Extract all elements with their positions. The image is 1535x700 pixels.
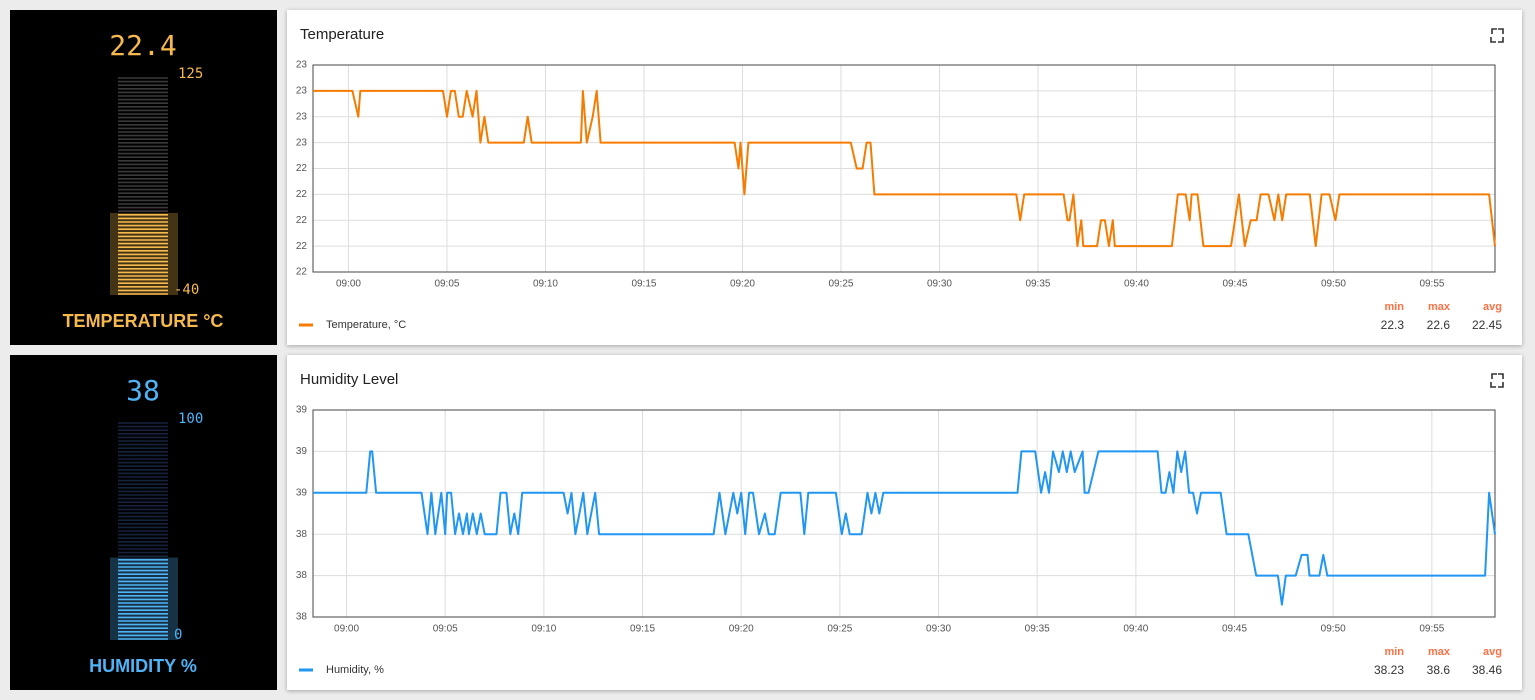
y-tick-label: 22 bbox=[296, 189, 308, 200]
y-tick-label: 22 bbox=[296, 163, 308, 174]
stat-value: 38.6 bbox=[1427, 663, 1451, 677]
x-tick-label: 09:50 bbox=[1321, 624, 1346, 635]
y-tick-label: 23 bbox=[296, 86, 308, 97]
x-tick-label: 09:30 bbox=[926, 624, 951, 635]
gauge-value: 38 bbox=[126, 374, 160, 407]
data-line bbox=[313, 450, 1496, 606]
y-tick-label: 23 bbox=[296, 137, 308, 148]
gauge-panel bbox=[10, 10, 277, 345]
stat-label: avg bbox=[1483, 646, 1502, 658]
gauge-min: 0 bbox=[174, 627, 182, 643]
stat-label: max bbox=[1428, 646, 1451, 658]
gauge-panel bbox=[10, 355, 277, 690]
x-tick-label: 09:40 bbox=[1123, 624, 1148, 635]
chart-title: Humidity Level bbox=[300, 371, 398, 388]
y-tick-label: 22 bbox=[296, 267, 308, 278]
stat-label: max bbox=[1428, 301, 1451, 313]
x-tick-label: 09:05 bbox=[433, 624, 458, 635]
x-tick-label: 09:20 bbox=[729, 624, 754, 635]
stat-label: min bbox=[1384, 301, 1404, 313]
y-tick-label: 38 bbox=[296, 529, 308, 540]
x-tick-label: 09:35 bbox=[1025, 624, 1050, 635]
y-tick-label: 39 bbox=[296, 487, 308, 498]
y-tick-label: 23 bbox=[296, 60, 308, 71]
gauge-title: TEMPERATURE °C bbox=[63, 311, 224, 331]
y-tick-label: 39 bbox=[296, 405, 308, 416]
x-tick-label: 09:45 bbox=[1222, 279, 1247, 290]
x-tick-label: 09:20 bbox=[730, 279, 755, 290]
gauge-min: -40 bbox=[174, 282, 199, 298]
stat-value: 22.3 bbox=[1381, 318, 1405, 332]
x-tick-label: 09:00 bbox=[334, 624, 359, 635]
x-tick-label: 09:45 bbox=[1222, 624, 1247, 635]
chart-card bbox=[287, 355, 1522, 690]
x-tick-label: 09:25 bbox=[828, 279, 853, 290]
plot-frame bbox=[312, 409, 1496, 618]
y-tick-label: 23 bbox=[296, 111, 308, 122]
stat-value: 22.45 bbox=[1472, 318, 1502, 332]
legend-label: Humidity, % bbox=[326, 664, 384, 676]
stat-value: 38.46 bbox=[1472, 663, 1502, 677]
stat-label: min bbox=[1384, 646, 1404, 658]
y-tick-label: 22 bbox=[296, 215, 308, 226]
gauge-max: 100 bbox=[178, 411, 203, 427]
gauge-title: HUMIDITY % bbox=[89, 656, 197, 676]
chart-title: Temperature bbox=[300, 26, 384, 43]
y-tick-label: 39 bbox=[296, 446, 308, 457]
y-tick-label: 22 bbox=[296, 241, 308, 252]
x-tick-label: 09:05 bbox=[434, 279, 459, 290]
x-tick-label: 09:15 bbox=[631, 279, 656, 290]
x-tick-label: 09:55 bbox=[1419, 279, 1444, 290]
gauge-max: 125 bbox=[178, 66, 203, 82]
x-tick-label: 09:00 bbox=[336, 279, 361, 290]
x-tick-label: 09:15 bbox=[630, 624, 655, 635]
fullscreen-icon[interactable] bbox=[1490, 373, 1504, 388]
x-tick-label: 09:30 bbox=[927, 279, 952, 290]
x-tick-label: 09:25 bbox=[827, 624, 852, 635]
chart-card bbox=[287, 10, 1522, 345]
stat-value: 22.6 bbox=[1427, 318, 1451, 332]
x-tick-label: 09:40 bbox=[1124, 279, 1149, 290]
plot-frame bbox=[312, 64, 1496, 273]
x-tick-label: 09:35 bbox=[1025, 279, 1050, 290]
stat-label: avg bbox=[1483, 301, 1502, 313]
y-tick-label: 38 bbox=[296, 612, 308, 623]
x-tick-label: 09:10 bbox=[531, 624, 556, 635]
x-tick-label: 09:50 bbox=[1321, 279, 1346, 290]
fullscreen-icon[interactable] bbox=[1490, 28, 1504, 43]
x-tick-label: 09:55 bbox=[1419, 624, 1444, 635]
y-tick-label: 38 bbox=[296, 570, 308, 581]
data-line bbox=[313, 89, 1496, 248]
gauge-value: 22.4 bbox=[109, 29, 176, 62]
legend-label: Temperature, °C bbox=[326, 319, 406, 331]
x-tick-label: 09:10 bbox=[533, 279, 558, 290]
stat-value: 38.23 bbox=[1374, 663, 1404, 677]
